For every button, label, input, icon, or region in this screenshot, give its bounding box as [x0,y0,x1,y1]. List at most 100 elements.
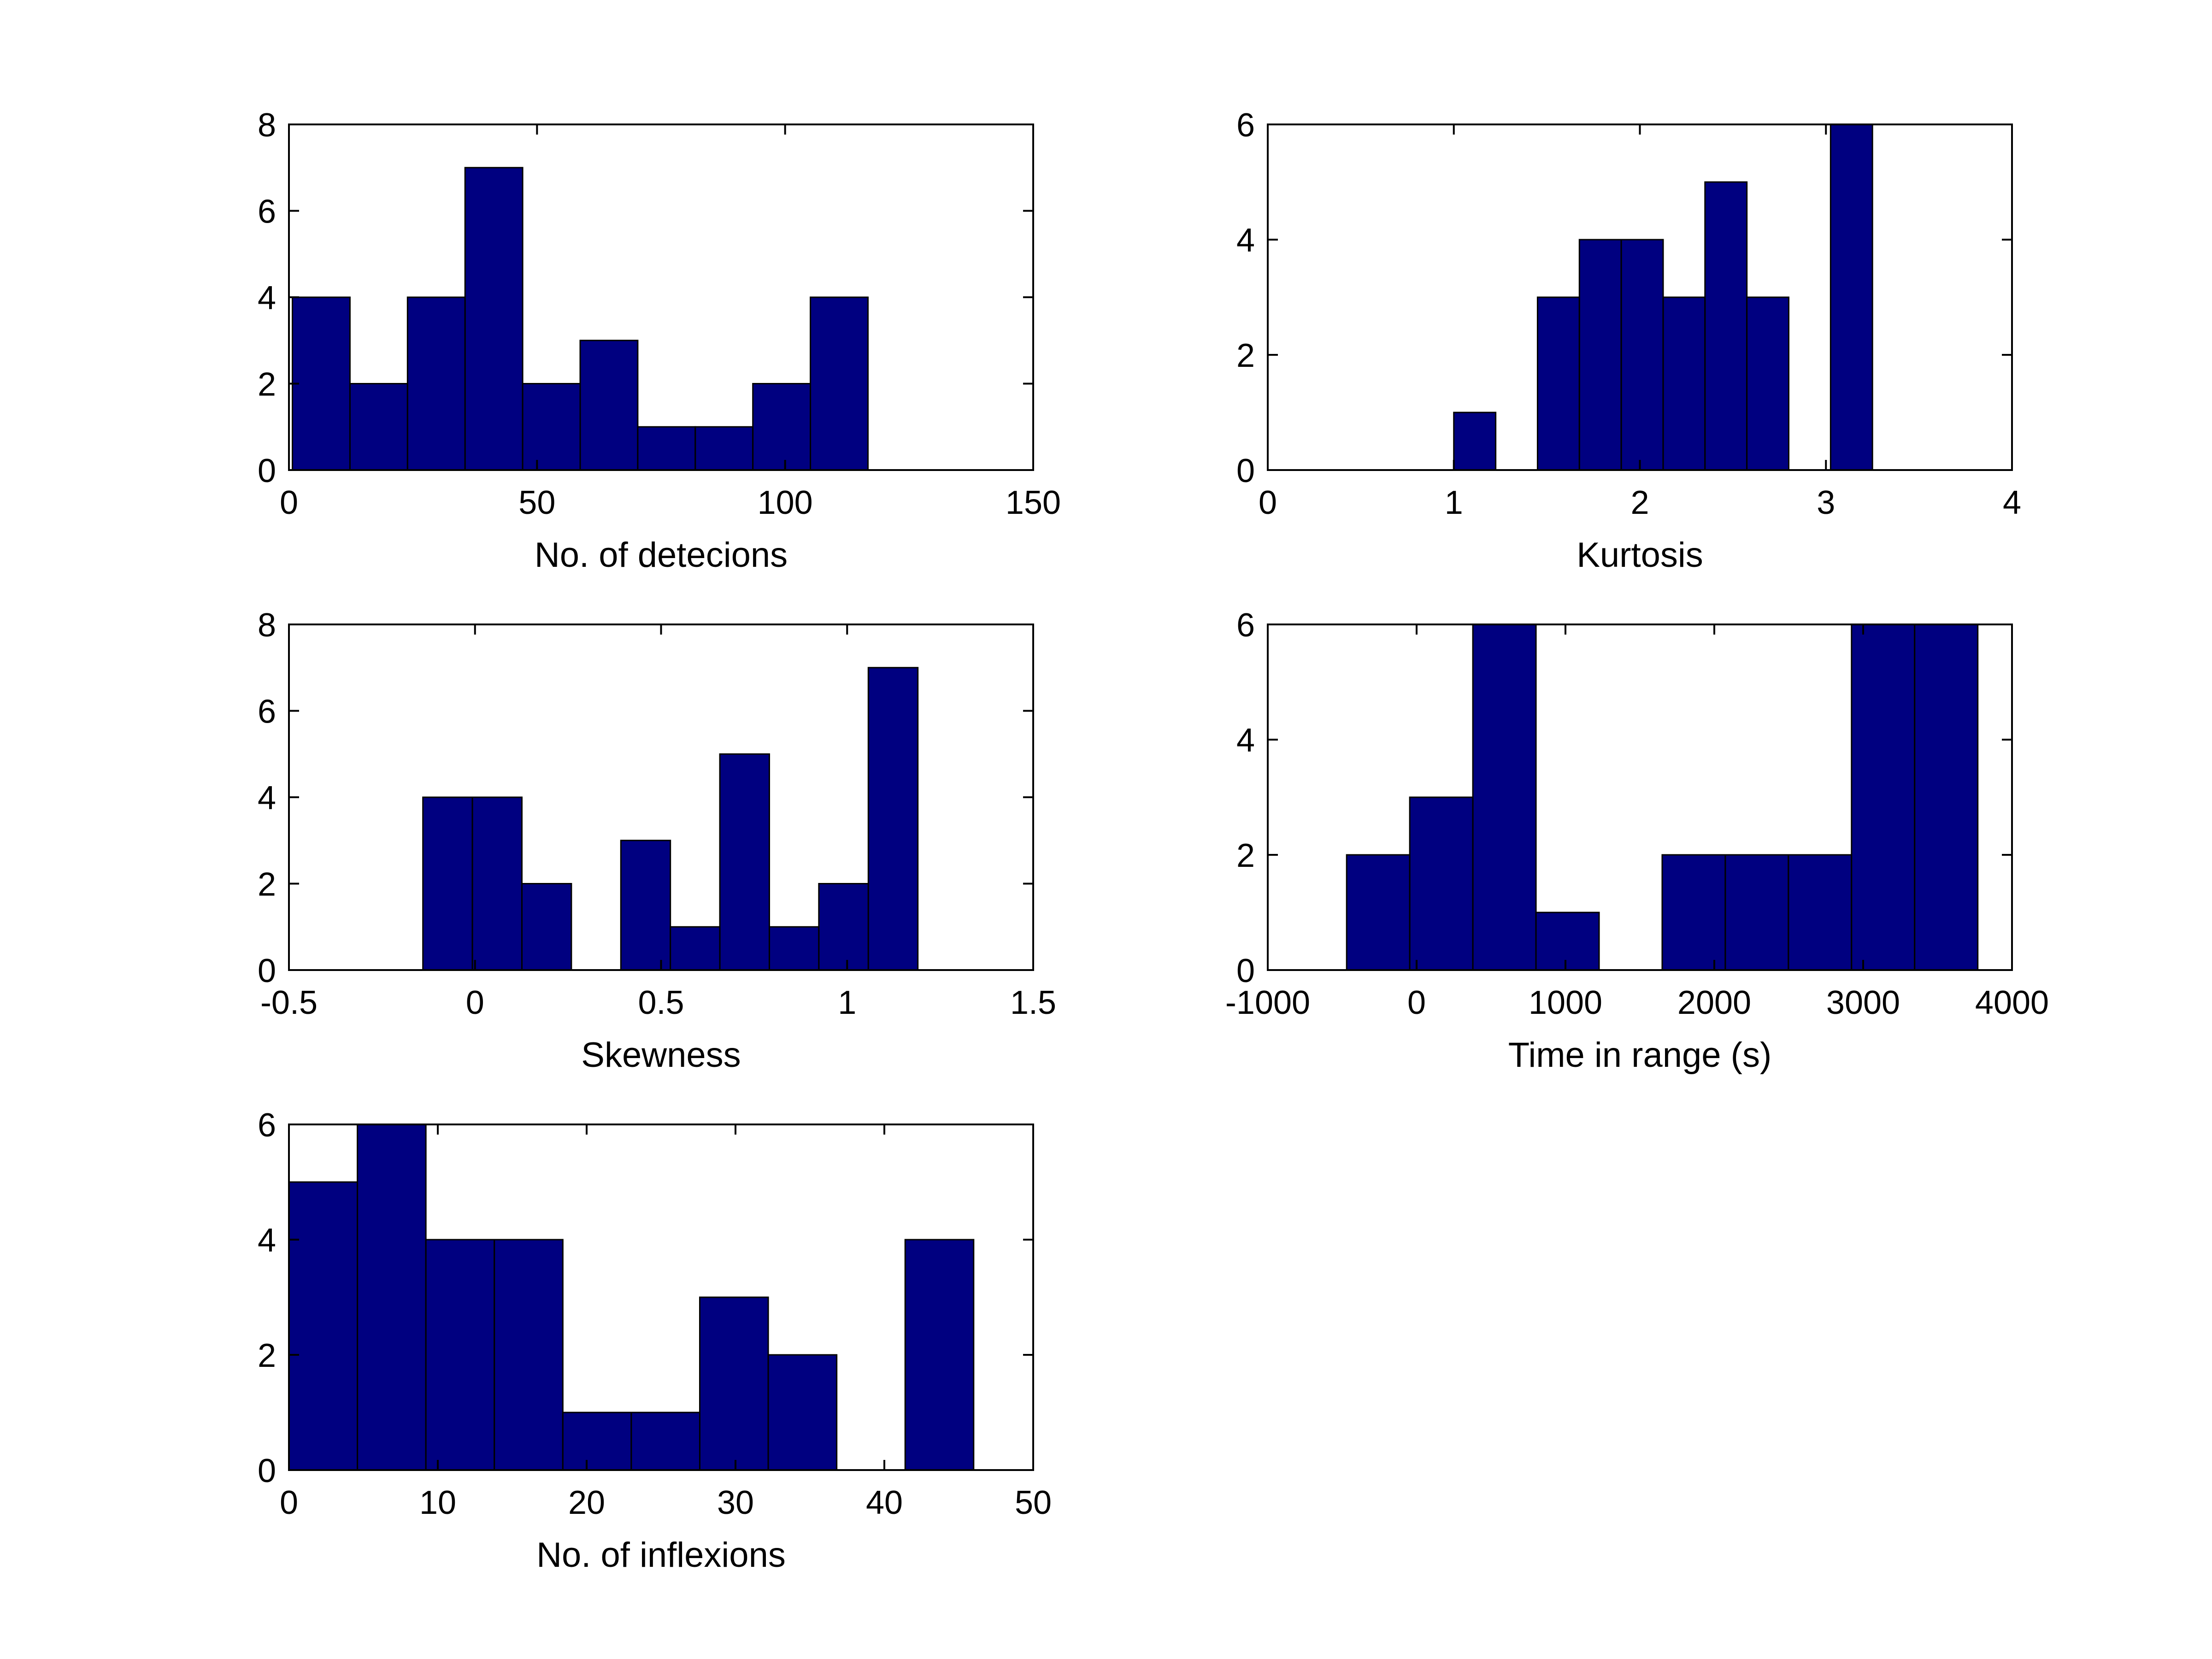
y-tick-label: 4 [258,780,276,817]
x-tick-label: 2 [1630,484,1649,521]
y-tick-label: 0 [258,453,276,489]
x-tick-label: 3 [1817,484,1835,521]
x-tick-label: 150 [1006,484,1061,521]
x-tick-label: 3000 [1826,984,1900,1021]
y-tick-label: 2 [258,366,276,403]
histogram-bar [471,796,523,971]
histogram-bar [1346,854,1411,971]
x-tick-label: 1 [1445,484,1463,521]
x-tick-label: 1000 [1529,984,1602,1021]
histogram-bar [1746,296,1789,471]
x-axis-label: Kurtosis [1577,535,1703,575]
y-tick-label: 6 [258,694,276,730]
histogram-bar [1661,854,1726,971]
histogram-bar [562,1412,632,1471]
y-tick-label: 6 [258,194,276,230]
histogram-bar [522,383,581,471]
y-tick-label: 0 [1236,953,1255,989]
histogram-bar [670,926,721,971]
y-tick-label: 2 [1236,837,1255,874]
histogram-bar [719,753,770,971]
y-tick-label: 8 [258,107,276,144]
x-tick-label: 10 [419,1484,456,1521]
histogram-bar [752,383,812,471]
x-axis-label: Time in range (s) [1508,1035,1772,1075]
histogram-bar [620,840,671,971]
x-tick-label: 1 [838,984,856,1021]
x-tick-label: 50 [1015,1484,1052,1521]
x-tick-label: 30 [717,1484,754,1521]
histogram-kurtosis: 0 1 2 3 4 0 2 4 6 Kurtosis [1236,107,2021,575]
y-tick-label: 8 [258,607,276,644]
histogram-bar [867,667,919,971]
histogram-bar [1409,796,1474,971]
histogram-bar [464,167,524,471]
histogram-bar [1914,624,1979,971]
y-tick-label: 0 [1236,453,1255,489]
y-tick-label: 0 [258,1453,276,1489]
histogram-bar [521,883,572,971]
histogram-bar [630,1412,700,1471]
histogram-bar [425,1239,495,1471]
histogram-bar [288,1181,359,1471]
histogram-bar [699,1296,769,1471]
histogram-bar [1851,624,1916,971]
y-tick-label: 6 [258,1107,276,1144]
x-tick-label: 0 [1407,984,1426,1021]
histogram-bar [1830,124,1873,471]
histogram-bar [694,426,754,471]
axes-frame [288,1124,1034,1471]
histogram-bar [637,426,696,471]
histogram-bar [768,926,820,971]
histogram-bar [1536,296,1580,471]
histogram-bar [579,340,639,471]
y-tick-label: 2 [1236,337,1255,374]
histogram-bar [1535,912,1600,971]
x-tick-label: 20 [568,1484,605,1521]
x-tick-label: 40 [866,1484,903,1521]
histogram-bar [494,1239,564,1471]
histogram-bar [1620,239,1664,471]
x-tick-label: 0.5 [638,984,684,1021]
x-axis-label: No. of inflexions [536,1535,786,1575]
x-tick-label: 1.5 [1010,984,1056,1021]
histogram-bar [1662,296,1706,471]
x-tick-label: 0 [466,984,484,1021]
histogram-bar [292,296,351,471]
x-axis-label: Skewness [581,1035,741,1075]
y-tick-label: 4 [1236,222,1255,259]
x-tick-label: 0 [280,484,298,521]
x-tick-label: 0 [280,1484,298,1521]
histogram-bar [1578,239,1622,471]
histogram-bar [904,1239,975,1471]
x-axis-label: No. of detecions [535,535,788,575]
x-tick-label: -1000 [1225,984,1310,1021]
histogram-bar [1472,624,1537,971]
histogram-bar [1453,412,1497,471]
y-tick-label: 6 [1236,607,1255,644]
histogram-bar [1788,854,1853,971]
x-tick-label: 50 [518,484,555,521]
x-tick-label: 4 [2003,484,2021,521]
y-tick-label: 2 [258,1337,276,1374]
y-tick-label: 6 [1236,107,1255,144]
y-tick-label: 4 [1236,722,1255,759]
histogram-bar [406,296,466,471]
histogram-bar [818,883,869,971]
x-tick-label: 2000 [1677,984,1751,1021]
histogram-bar [810,296,869,471]
axes-frame [1267,624,2013,971]
y-tick-label: 2 [258,866,276,903]
y-tick-label: 4 [258,1222,276,1259]
histogram-bar [422,796,473,971]
y-tick-label: 0 [258,953,276,989]
histogram-detections: 0 50 100 150 0 2 4 6 8 No. of detecions [258,107,1061,575]
histogram-bar [1724,854,1789,971]
x-tick-label: 0 [1259,484,1277,521]
x-tick-label: 100 [758,484,813,521]
histogram-bar [767,1354,838,1471]
x-tick-label: -0.5 [260,984,318,1021]
